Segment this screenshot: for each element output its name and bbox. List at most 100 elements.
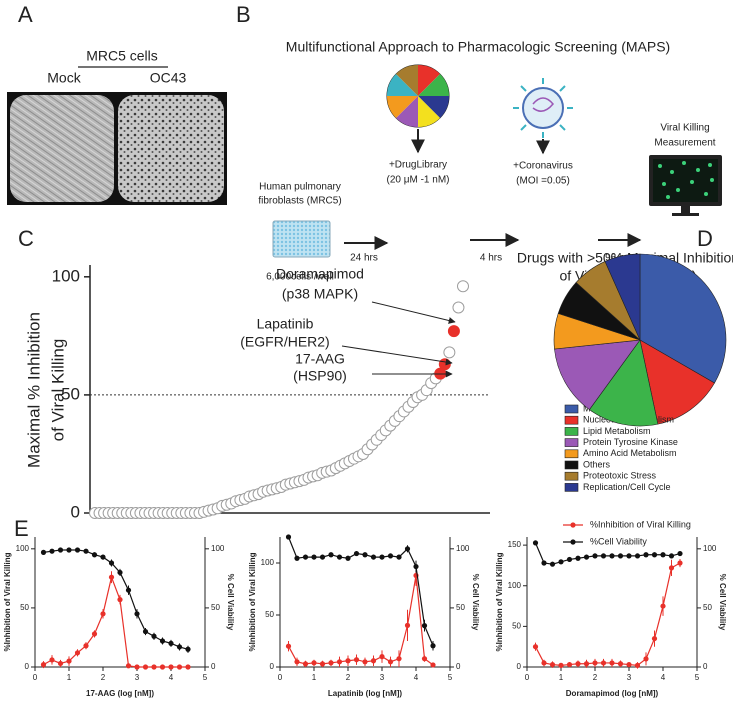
y2-axis-label: % Cell Viability xyxy=(718,574,727,631)
annotation-arrow xyxy=(371,301,456,324)
x-tick-label: 2 xyxy=(346,673,351,682)
y-tick-label: 0 xyxy=(270,662,275,671)
data-point xyxy=(566,661,573,668)
annotation: Lapatinib xyxy=(257,316,314,332)
legend-swatch xyxy=(564,460,579,470)
x-tick-label: 3 xyxy=(135,673,140,682)
data-point xyxy=(634,553,641,559)
data-point xyxy=(651,552,658,558)
y-tick-label: 100 xyxy=(52,266,80,285)
data-point xyxy=(362,552,368,558)
pie-slice xyxy=(639,253,727,384)
x-tick-label: 0 xyxy=(278,673,283,682)
data-point xyxy=(302,661,309,667)
legend-label: %Cell Viability xyxy=(590,536,647,546)
workflow-title: Multifunctional Approach to Pharmacologi… xyxy=(286,39,670,55)
y-tick-label: 50 xyxy=(512,621,521,630)
data-point xyxy=(421,623,428,629)
data-point xyxy=(353,550,360,557)
x-tick-label: 3 xyxy=(627,673,632,682)
data-point xyxy=(549,561,556,567)
x-tick-label: 4 xyxy=(661,673,666,682)
point xyxy=(443,346,456,359)
annotation-arrow xyxy=(341,345,453,366)
y2-axis-label: % Cell Viability xyxy=(471,574,480,631)
pie-slice xyxy=(589,339,659,427)
panel-label: C xyxy=(18,226,34,251)
data-point xyxy=(57,547,64,553)
data-point xyxy=(336,659,343,665)
panel-label: A xyxy=(18,2,33,27)
data-point xyxy=(285,534,292,540)
data-point xyxy=(379,554,385,560)
legend-label: Replication/Cell Cycle xyxy=(583,482,671,492)
y-tick-label: 150 xyxy=(508,540,522,549)
x-axis-label: Lapatinib (log [nM]) xyxy=(328,689,403,698)
data-point xyxy=(134,611,140,617)
step-text: (MOI =0.05) xyxy=(516,176,570,187)
legend-label: Protein Tyrosine Kinase xyxy=(583,437,678,447)
data-point xyxy=(142,664,149,670)
legend-label: Amino Acid Metabolism xyxy=(583,448,677,458)
pie-slice xyxy=(639,339,715,425)
data-point xyxy=(294,555,300,561)
data-point xyxy=(83,548,89,554)
x-axis-label: 17-AAG (log [nM]) xyxy=(86,689,154,698)
data-point xyxy=(626,661,632,668)
annotation: (p38 MAPK) xyxy=(282,286,358,302)
data-point xyxy=(643,552,649,558)
data-point xyxy=(404,622,411,629)
data-point xyxy=(151,633,157,639)
data-point xyxy=(185,664,191,670)
data-point xyxy=(142,628,149,635)
data-point xyxy=(134,664,140,670)
y2-tick-label: 0 xyxy=(703,662,708,671)
y2-axis-label: % Cell Viability xyxy=(226,574,235,631)
panel-label: E xyxy=(14,516,29,541)
y-tick-label: 100 xyxy=(508,581,522,590)
data-point xyxy=(168,640,174,646)
data-point xyxy=(319,661,326,667)
data-point xyxy=(168,664,174,670)
x-tick-label: 5 xyxy=(203,673,208,682)
legend-swatch xyxy=(564,471,579,481)
step-text: +DrugLibrary xyxy=(389,160,447,171)
data-point xyxy=(311,554,317,560)
x-tick-label: 2 xyxy=(593,673,598,682)
data-point xyxy=(558,559,564,565)
data-point xyxy=(302,554,309,560)
annotation: (HSP90) xyxy=(293,368,347,384)
data-point xyxy=(379,654,385,660)
data-point xyxy=(74,547,81,553)
data-point xyxy=(583,661,590,667)
y2-tick-label: 100 xyxy=(703,544,717,553)
pie-slice xyxy=(554,339,641,410)
data-point xyxy=(387,659,394,665)
data-point xyxy=(125,663,132,669)
legend-swatch xyxy=(564,438,579,447)
y-tick-label: 0 xyxy=(25,662,30,671)
micrograph-oc43 xyxy=(118,95,224,202)
data-point xyxy=(117,597,123,603)
data-point xyxy=(541,560,547,566)
data-point xyxy=(430,662,436,668)
x-axis-label: Doramapimod (log [nM]) xyxy=(566,689,659,698)
x-tick-label: 4 xyxy=(169,673,174,682)
data-point xyxy=(362,659,368,665)
data-point xyxy=(40,662,47,668)
step-text: +Coronavirus xyxy=(513,161,573,172)
data-point xyxy=(108,574,115,580)
annotation: Doramapimod xyxy=(276,266,364,282)
legend-label: Lipid Metabolism xyxy=(583,426,651,436)
y2-tick-label: 0 xyxy=(211,662,216,671)
data-point xyxy=(558,662,564,668)
y-tick-label: 0 xyxy=(71,502,80,521)
y2-tick-label: 0 xyxy=(456,662,461,671)
data-point xyxy=(668,565,675,571)
legend-label: Proteotoxic Stress xyxy=(583,471,657,481)
data-point xyxy=(413,563,419,570)
data-point xyxy=(66,547,72,553)
y-axis-label: of Viral Killing xyxy=(48,339,67,442)
y-axis-label: %Inhibition of Viral Killing xyxy=(3,552,12,651)
data-point xyxy=(40,549,47,555)
